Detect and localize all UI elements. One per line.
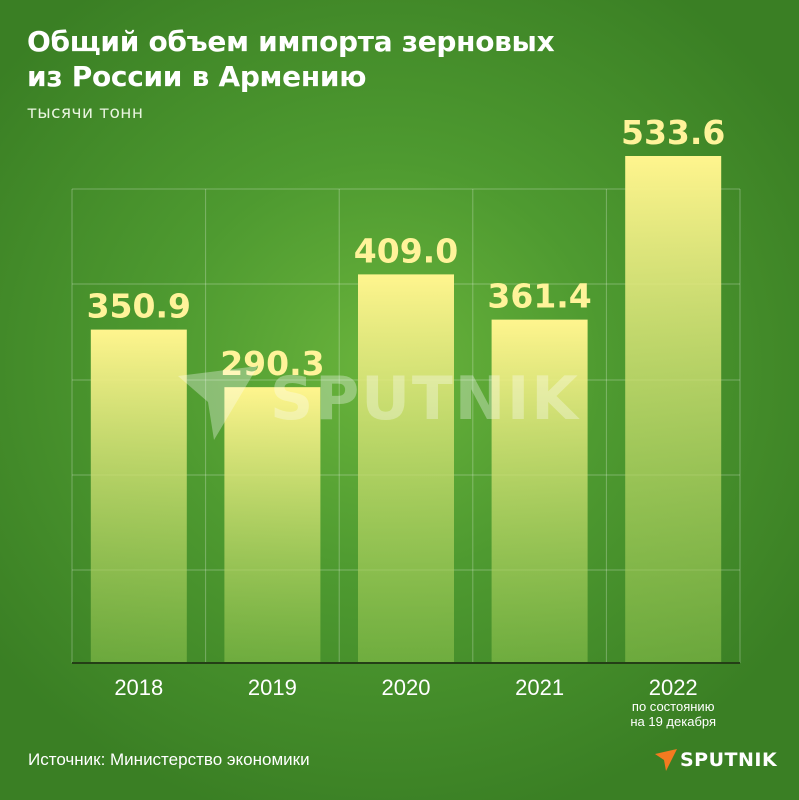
sputnik-logo: SPUTNIK	[654, 748, 777, 774]
logo-text: SPUTNIK	[680, 749, 778, 771]
value-label-2020: 409.0	[354, 231, 458, 270]
bar-2020	[358, 274, 454, 663]
value-label-2021: 361.4	[487, 277, 591, 316]
x-tick-label-2018: 2018	[114, 675, 163, 700]
source-text: Источник: Министерство экономики	[28, 750, 310, 769]
x-tick-label-2019: 2019	[248, 675, 297, 700]
bar-2019	[224, 387, 321, 663]
unit-label: тысячи тонн	[27, 103, 144, 123]
watermark-text: SPUTNIK	[270, 364, 580, 434]
x-tick-label-2021: 2021	[515, 675, 564, 700]
x-tick-label-2022: 2022	[649, 675, 698, 700]
value-label-2018: 350.9	[87, 287, 191, 326]
bars	[90, 156, 722, 663]
value-labels: 350.9 290.3 409.0 361.4 533.6	[87, 113, 726, 383]
x-tick-note-2022: по состоянию на 19 декабря	[630, 699, 716, 729]
x-tick-label-2020: 2020	[382, 675, 431, 700]
value-label-2019: 290.3	[220, 344, 324, 383]
sputnik-logo-icon	[655, 749, 677, 771]
bar-2022	[625, 156, 722, 663]
bar-2018	[90, 329, 187, 663]
value-label-2022: 533.6	[621, 113, 725, 152]
chart-title: Общий объем импорта зерновых из России в…	[27, 25, 555, 93]
bar-2021	[491, 319, 588, 663]
sputnik-arrow-icon	[178, 366, 258, 440]
sputnik-watermark: SPUTNIK	[170, 362, 578, 446]
